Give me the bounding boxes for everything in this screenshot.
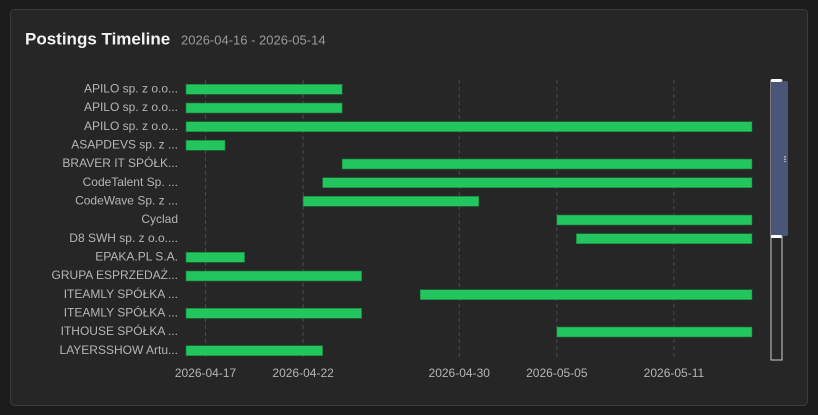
y-tick-label: APILO sp. z o.o... — [84, 119, 178, 133]
scroll-handle[interactable] — [771, 235, 782, 238]
y-tick-label: CodeWave Sp. z ... — [75, 194, 178, 208]
y-tick-label: D8 SWH sp. z o.o.... — [69, 231, 178, 245]
bar — [185, 308, 362, 319]
bar — [302, 196, 480, 207]
chart-subtitle: 2026-04-16 - 2026-05-14 — [181, 32, 326, 47]
bar — [185, 270, 362, 282]
x-tick-label: 2026-05-11 — [644, 366, 705, 380]
y-tick-label: Cyclad — [141, 212, 178, 226]
y-tick-label: LAYERSSHOW Artu... — [60, 343, 178, 357]
y-tick-label: ITEAMLY SPÓŁKA ... — [64, 286, 178, 301]
y-tick-label: ASAPDEVS sp. z ... — [71, 138, 178, 152]
bar — [419, 289, 753, 300]
scrollbar[interactable] — [770, 79, 788, 361]
plot: 2026-04-17 2026-04-22 2026-04-30 2026-05-05… — [52, 80, 753, 380]
bar — [322, 177, 753, 188]
bar — [185, 345, 323, 356]
x-tick-label: 2026-04-30 — [429, 366, 491, 380]
bar — [185, 252, 245, 263]
x-tick-label: 2026-05-05 — [526, 366, 588, 380]
y-tick-label: APILO sp. z o.o... — [84, 100, 178, 114]
bar — [185, 84, 343, 95]
x-tick-label: 2026-04-22 — [272, 366, 334, 380]
y-tick-label: BRAVER IT SPÓŁK... — [62, 155, 178, 170]
y-tick-label: CodeTalent Sp. ... — [83, 175, 178, 189]
bar — [556, 214, 753, 226]
y-tick-label: EPAKA.PL S.A. — [95, 250, 178, 264]
y-tick-label: ITEAMLY SPÓŁKA ... — [64, 305, 178, 320]
bar — [185, 121, 753, 132]
bar — [576, 233, 753, 244]
x-tick-label: 2026-04-17 — [175, 366, 237, 380]
bar — [341, 158, 753, 170]
bar — [556, 326, 753, 338]
chart-title: Postings Timeline — [25, 29, 170, 48]
bar — [185, 102, 343, 114]
scroll-thumb[interactable] — [771, 81, 788, 236]
scroll-handle[interactable] — [771, 79, 782, 82]
y-tick-label: GRUPA ESPRZEDAŻ... — [52, 268, 178, 282]
y-tick-label: ITHOUSE SPÓŁKA ... — [61, 323, 178, 338]
y-tick-label: APILO sp. z o.o... — [84, 82, 178, 96]
bar — [185, 140, 226, 151]
